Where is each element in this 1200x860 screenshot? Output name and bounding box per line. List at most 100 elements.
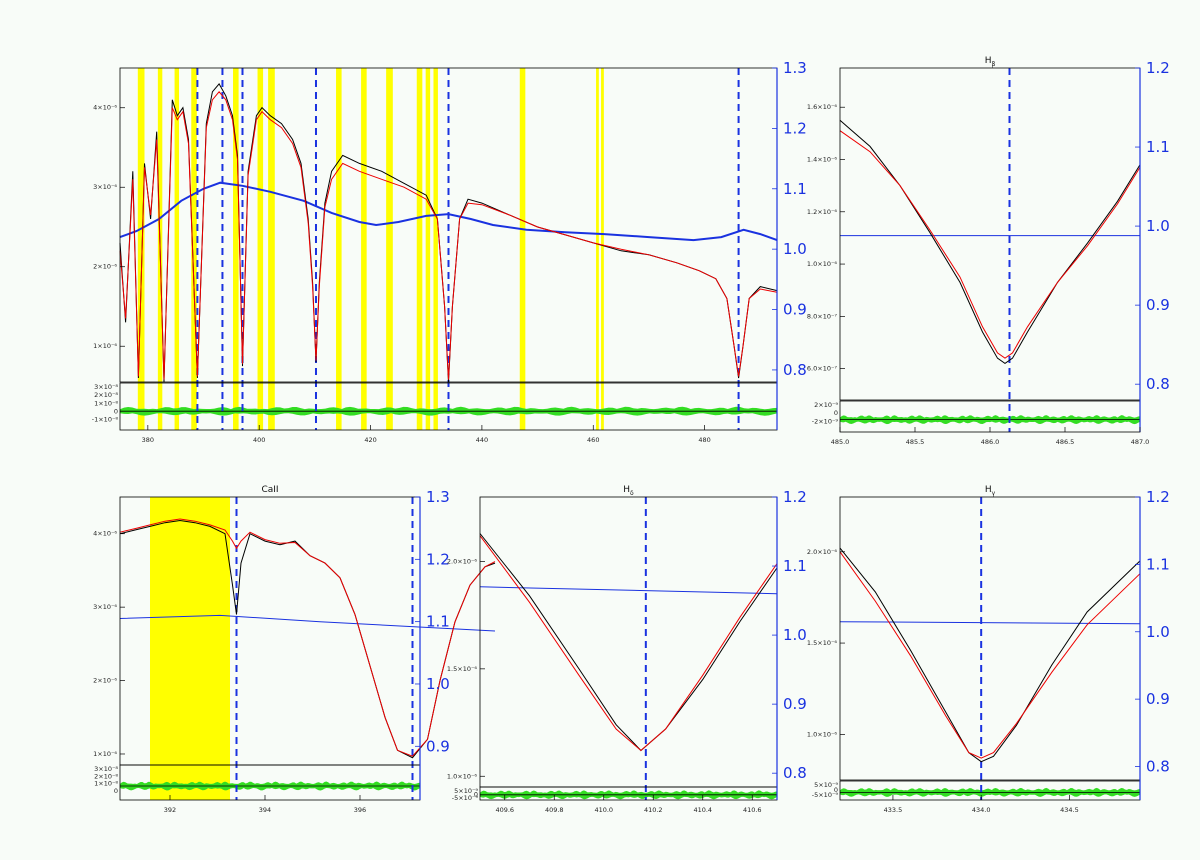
y-tick-label: 2.0×10⁻⁶ — [447, 557, 477, 565]
y-tick-label: 3×10⁻⁶ — [93, 183, 117, 191]
residual-tick-label: 0 — [114, 407, 118, 415]
x-tick-label: 400 — [253, 436, 265, 444]
y2-tick-label: 0.9 — [783, 301, 807, 319]
series-blue-line — [119, 181, 778, 242]
residual-tick-label: 5×10⁻⁹ — [814, 781, 838, 789]
series-blue-line — [119, 614, 496, 632]
residual-panel: 3×10⁻⁸2×10⁻⁸1×10⁻⁸0-1×10⁻⁸ — [92, 383, 777, 424]
panel-title: Hδ — [623, 485, 634, 497]
x-tick-label: 392 — [164, 806, 176, 814]
residual-tick-label: -2×10⁻⁹ — [812, 417, 839, 425]
y-tick-label: 8.0×10⁻⁷ — [807, 312, 837, 320]
y2-tick-label: 0.8 — [1146, 375, 1170, 393]
y-tick-label: 1.6×10⁻⁶ — [807, 103, 837, 111]
panel-title-subscript: β — [991, 61, 995, 68]
panel-title-main: H — [985, 485, 992, 495]
series-blue-line — [839, 621, 1141, 625]
highlight-band — [416, 68, 423, 430]
highlight-band — [137, 68, 145, 430]
highlight-band — [433, 68, 438, 430]
y2-tick-label: 1.0 — [1146, 623, 1170, 641]
residual-tick-label: 1×10⁻⁸ — [94, 780, 118, 788]
residual-panel: 3×10⁻⁸2×10⁻⁸1×10⁻⁸0 — [94, 765, 420, 795]
y2-tick-label: 1.2 — [1146, 59, 1170, 77]
y-tick-label: 1.0×10⁻⁶ — [807, 260, 837, 268]
x-tick-label: 480 — [698, 436, 710, 444]
plot-frame — [839, 496, 1141, 781]
residual-tick-label: 0 — [834, 786, 838, 794]
series-black-line — [839, 119, 1141, 365]
y2-tick-label: 0.9 — [783, 695, 807, 713]
panel-full: 3×10⁻⁸2×10⁻⁸1×10⁻⁸0-1×10⁻⁸ 380 400 420 440 46… — [92, 59, 807, 444]
highlight-band — [336, 68, 342, 430]
x-tick-label: 380 — [142, 436, 154, 444]
y-tick-label: 6.0×10⁻⁷ — [807, 365, 837, 373]
y2-tick-label: 0.9 — [1146, 296, 1170, 314]
highlight-band — [386, 68, 393, 430]
highlight-band — [425, 68, 431, 430]
x-tick-label: 486.5 — [1056, 438, 1075, 446]
x-tick-label: 410.0 — [594, 806, 613, 814]
residual-tick-label: 2×10⁻⁸ — [94, 391, 118, 399]
panel-title-main: H — [623, 485, 630, 495]
residual-panel: 5×10⁻⁹0-5×10⁻⁹ — [812, 781, 1140, 799]
y2-tick-label: 1.1 — [1146, 555, 1170, 573]
y-tick-label: 4×10⁻⁶ — [93, 104, 117, 112]
series-blue-line — [479, 586, 778, 595]
series-red-line — [479, 535, 778, 752]
y-tick-label: 1.5×10⁻⁶ — [447, 665, 477, 673]
x-tick-label: 460 — [587, 436, 599, 444]
highlight-band — [519, 68, 526, 430]
residual-tick-label: 3×10⁻⁸ — [94, 383, 118, 391]
x-tick-label: 485.5 — [906, 438, 925, 446]
highlight-band — [601, 68, 604, 430]
y2-tick-label: 1.1 — [783, 180, 807, 198]
panel-title: Hβ — [985, 56, 996, 68]
highlight-band — [596, 68, 599, 430]
x-tick-label: 409.6 — [495, 806, 514, 814]
highlight-band — [191, 68, 197, 430]
x-tick-label: 396 — [354, 806, 366, 814]
highlight-band — [257, 68, 264, 430]
residual-tick-label: -5×10⁻⁹ — [812, 791, 839, 799]
y-tick-label: 1.2×10⁻⁶ — [807, 208, 837, 216]
series-black-line — [839, 547, 1141, 763]
y2-tick-label: 1.3 — [783, 59, 807, 77]
panel-title-subscript: δ — [630, 490, 634, 497]
plot-frame — [479, 496, 778, 788]
y2-tick-label: 1.2 — [1146, 488, 1170, 506]
y2-tick-label: 1.2 — [426, 550, 450, 568]
y2-tick-label: 1.2 — [783, 119, 807, 137]
y-tick-label: 1.0×10⁻⁶ — [447, 772, 477, 780]
y-tick-label: 4×10⁻⁶ — [93, 530, 117, 538]
residual-tick-label: 2×10⁻⁹ — [814, 401, 838, 409]
x-tick-label: 394 — [259, 806, 271, 814]
x-tick-label: 409.8 — [545, 806, 564, 814]
y2-tick-label: 1.1 — [1146, 138, 1170, 156]
residual-tick-label: 1×10⁻⁸ — [94, 399, 118, 407]
y2-tick-label: 1.0 — [1146, 217, 1170, 235]
y2-tick-label: 0.9 — [426, 737, 450, 755]
highlight-band — [150, 497, 230, 800]
y-tick-label: 1×10⁻⁶ — [93, 342, 117, 350]
panel-title: CaII — [261, 485, 278, 495]
residual-tick-label: 0 — [474, 790, 478, 798]
series-red-line — [839, 551, 1141, 759]
highlight-band — [361, 68, 367, 430]
y2-tick-label: 1.3 — [426, 488, 450, 506]
residual-tick-label: 3×10⁻⁸ — [94, 765, 118, 773]
x-tick-label: 440 — [476, 436, 488, 444]
residual-tick-label: -1×10⁻⁸ — [92, 416, 119, 424]
x-tick-label: 486.0 — [981, 438, 1000, 446]
y-tick-label: 1.4×10⁻⁶ — [807, 155, 837, 163]
panel-title-subscript: γ — [992, 490, 996, 497]
y2-tick-label: 1.0 — [426, 675, 450, 693]
residual-tick-label: 2×10⁻⁸ — [94, 772, 118, 780]
panel-title: Hγ — [985, 485, 996, 497]
highlight-band — [233, 68, 239, 430]
highlight-band — [174, 68, 180, 430]
y-tick-label: 2.0×10⁻⁶ — [807, 548, 837, 556]
y-tick-label: 3×10⁻⁶ — [93, 603, 117, 611]
